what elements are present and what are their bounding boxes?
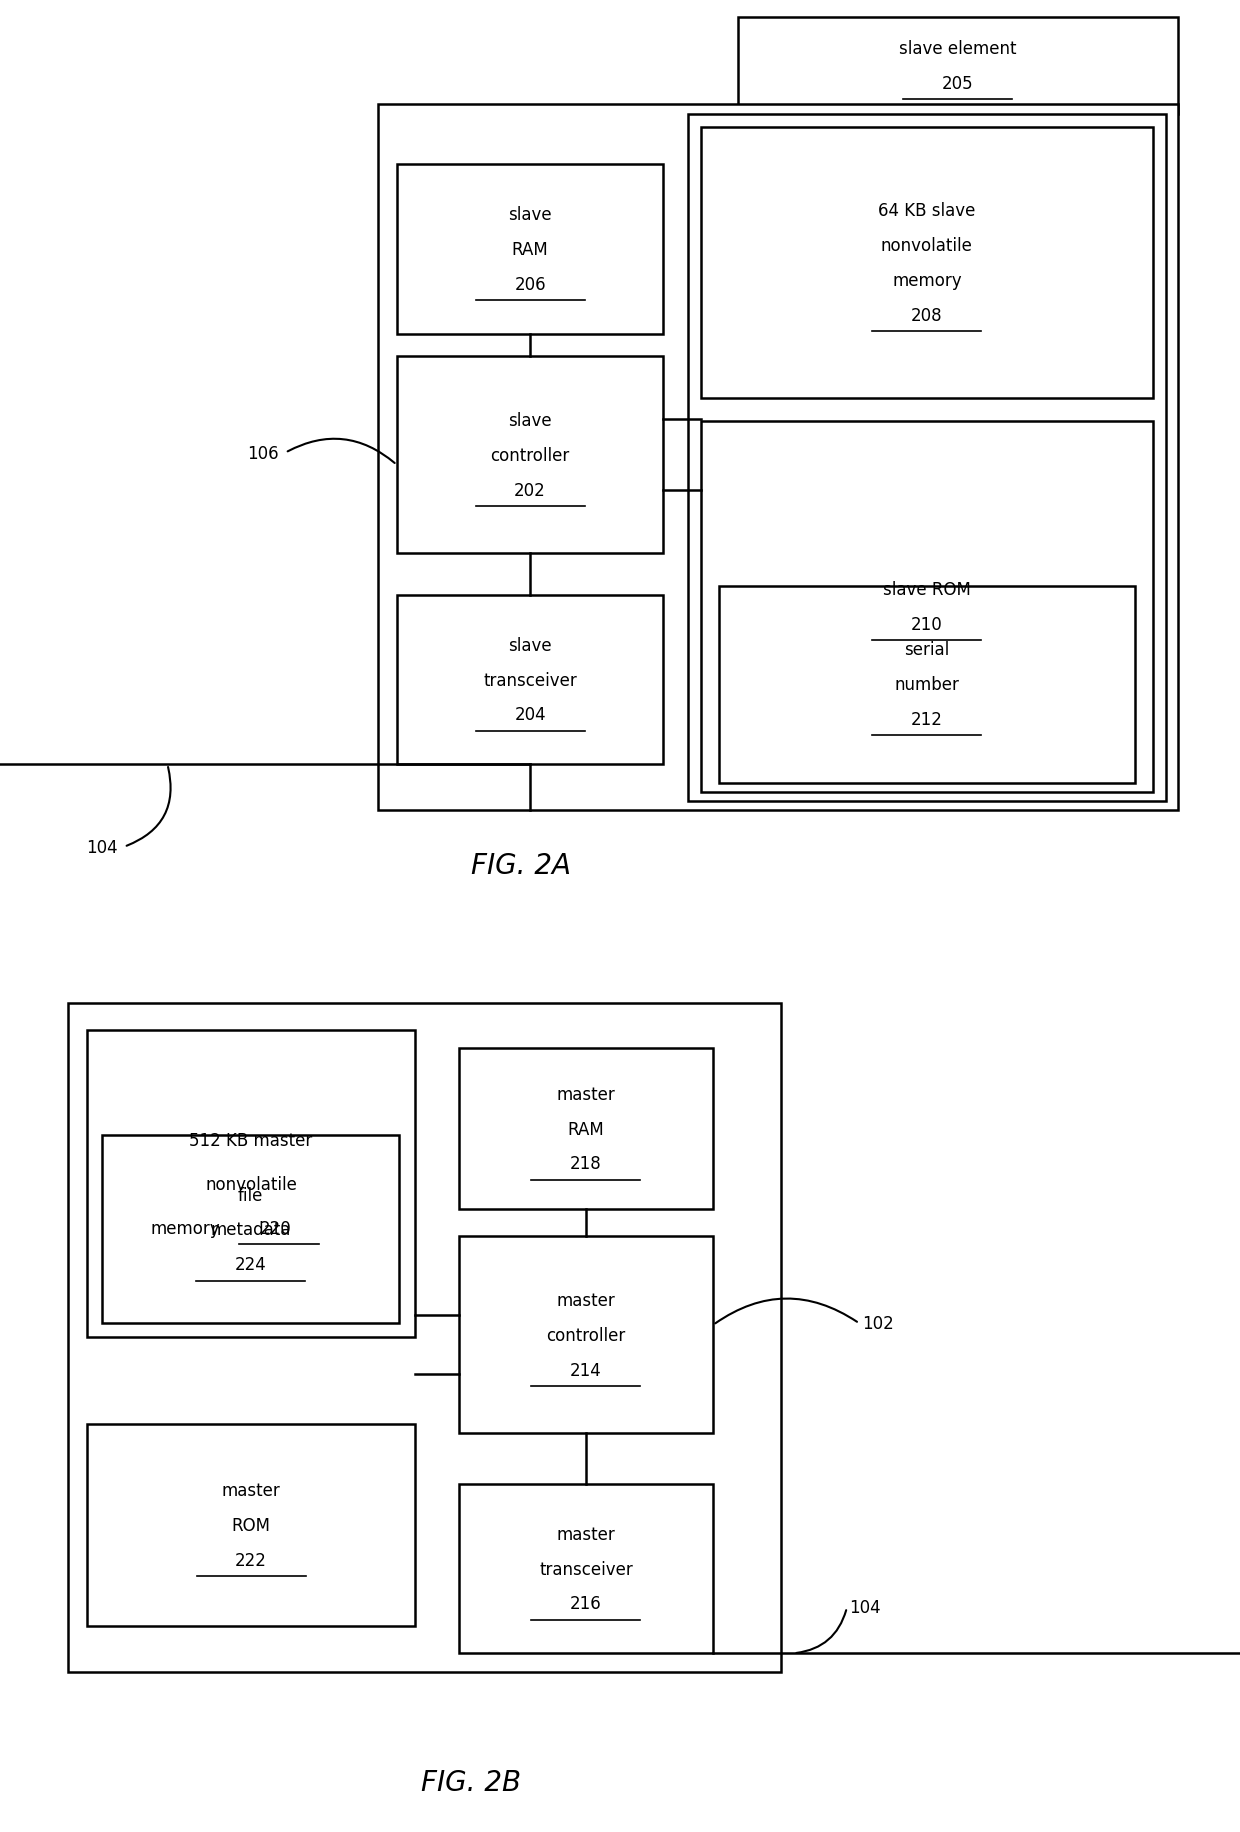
Text: nonvolatile: nonvolatile xyxy=(880,236,973,255)
Text: RAM: RAM xyxy=(568,1119,604,1138)
Bar xyxy=(688,115,1166,802)
Bar xyxy=(459,1048,713,1209)
Text: 104: 104 xyxy=(849,1599,882,1616)
FancyArrowPatch shape xyxy=(288,440,394,463)
Text: master: master xyxy=(557,1292,615,1310)
Text: transceiver: transceiver xyxy=(539,1559,632,1577)
Bar xyxy=(701,128,1153,399)
Text: metadata: metadata xyxy=(211,1220,290,1238)
Text: file: file xyxy=(238,1185,263,1204)
Text: 202: 202 xyxy=(515,482,546,500)
Text: RAM: RAM xyxy=(512,240,548,258)
Text: FIG. 2B: FIG. 2B xyxy=(422,1768,521,1795)
Text: 224: 224 xyxy=(234,1255,267,1273)
Bar xyxy=(719,586,1135,784)
Text: slave ROM: slave ROM xyxy=(883,581,971,599)
Text: 210: 210 xyxy=(911,616,942,634)
Text: controller: controller xyxy=(547,1326,625,1345)
Bar xyxy=(68,1004,781,1671)
FancyArrowPatch shape xyxy=(126,768,171,846)
Text: 216: 216 xyxy=(570,1594,601,1612)
Text: number: number xyxy=(894,676,960,694)
Text: 64 KB slave: 64 KB slave xyxy=(878,202,976,220)
Bar xyxy=(397,165,663,333)
Text: 208: 208 xyxy=(911,306,942,324)
Text: 102: 102 xyxy=(862,1315,894,1332)
Bar xyxy=(459,1484,713,1652)
Bar xyxy=(459,1237,713,1433)
Text: serial: serial xyxy=(904,641,950,660)
Text: 206: 206 xyxy=(515,275,546,293)
Text: 106: 106 xyxy=(247,445,279,462)
Text: master: master xyxy=(557,1085,615,1103)
Bar xyxy=(378,104,1178,810)
Text: slave: slave xyxy=(508,205,552,224)
Text: 220: 220 xyxy=(260,1218,291,1237)
FancyArrowPatch shape xyxy=(715,1299,857,1325)
Bar xyxy=(87,1030,415,1337)
Text: nonvolatile: nonvolatile xyxy=(205,1174,298,1193)
Text: master: master xyxy=(557,1524,615,1543)
Text: FIG. 2A: FIG. 2A xyxy=(471,852,570,879)
Text: controller: controller xyxy=(491,447,569,465)
Text: 204: 204 xyxy=(515,705,546,724)
Bar xyxy=(397,595,663,766)
FancyArrowPatch shape xyxy=(796,1610,846,1652)
Text: slave element: slave element xyxy=(899,40,1017,59)
Bar xyxy=(701,421,1153,791)
Text: master: master xyxy=(222,1482,280,1499)
Text: 104: 104 xyxy=(86,839,118,856)
Text: 214: 214 xyxy=(570,1361,601,1379)
Text: 218: 218 xyxy=(570,1154,601,1172)
Text: slave: slave xyxy=(508,412,552,431)
Text: 205: 205 xyxy=(942,75,973,93)
Text: memory: memory xyxy=(892,271,962,289)
Text: 212: 212 xyxy=(911,711,942,729)
Text: transceiver: transceiver xyxy=(484,671,577,689)
Text: 222: 222 xyxy=(236,1552,267,1568)
Bar xyxy=(102,1136,399,1323)
Text: ROM: ROM xyxy=(232,1517,270,1533)
Text: memory: memory xyxy=(150,1218,221,1237)
Bar xyxy=(397,357,663,553)
Bar xyxy=(87,1425,415,1627)
Bar xyxy=(738,18,1178,114)
Text: slave: slave xyxy=(508,636,552,654)
Text: 512 KB master: 512 KB master xyxy=(190,1130,312,1149)
